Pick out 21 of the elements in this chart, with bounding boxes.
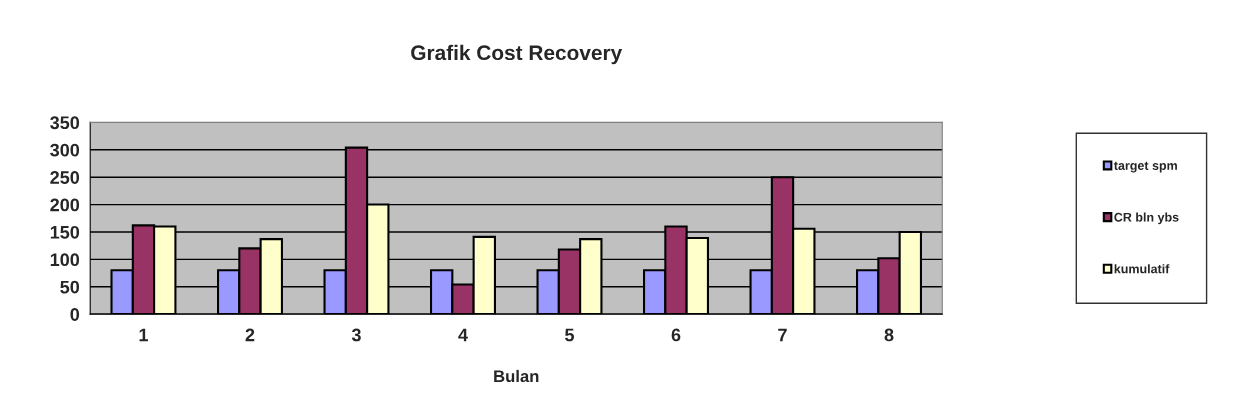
chart-title: Grafik Cost Recovery bbox=[411, 44, 623, 65]
legend-label: target spm bbox=[1113, 161, 1177, 173]
x-tick-label: 3 bbox=[351, 328, 361, 342]
x-tick-label: 2 bbox=[245, 328, 255, 342]
y-tick-label: 100 bbox=[50, 253, 80, 267]
x-axis-title: Bulan bbox=[494, 369, 539, 383]
y-tick-label: 0 bbox=[70, 308, 80, 321]
x-tick-label: 6 bbox=[671, 328, 681, 342]
y-tick-label: 300 bbox=[50, 143, 80, 157]
x-tick-label: 5 bbox=[565, 328, 575, 342]
x-tick-label: 7 bbox=[778, 328, 787, 342]
y-tick-label: 150 bbox=[50, 225, 80, 239]
y-tick-label: 250 bbox=[50, 171, 80, 184]
x-tick-label: 4 bbox=[458, 328, 468, 342]
y-tick-label: 200 bbox=[50, 198, 80, 212]
x-tick-label: 8 bbox=[884, 328, 894, 342]
legend-label: CR bln ybs bbox=[1114, 212, 1179, 225]
y-tick-label: 350 bbox=[50, 116, 80, 130]
legend-label: kumulatif bbox=[1114, 264, 1170, 274]
y-tick-label: 50 bbox=[60, 280, 80, 294]
x-tick-label: 1 bbox=[139, 328, 148, 342]
